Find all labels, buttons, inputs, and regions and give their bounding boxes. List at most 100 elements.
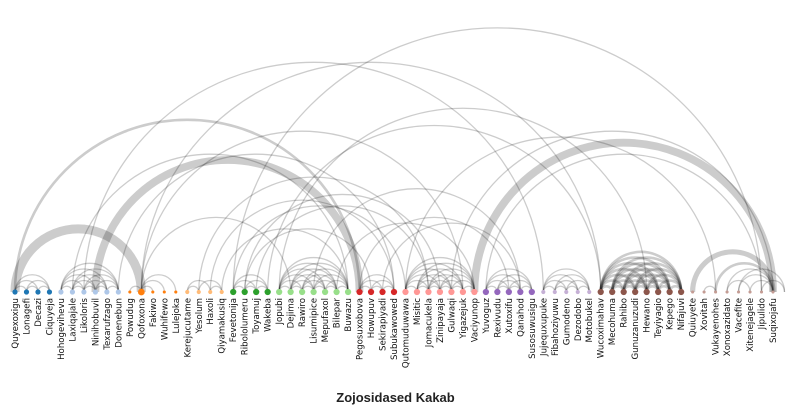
node-fibahoziyuwu[interactable] [552, 289, 557, 295]
node-mecohuma[interactable] [609, 288, 616, 296]
node-texarufzago[interactable] [104, 289, 110, 295]
node-fakiwo[interactable] [151, 290, 155, 294]
arc-link [278, 108, 648, 293]
arc-link [358, 216, 510, 293]
node-misitic[interactable] [413, 288, 421, 296]
node-xitenejagele[interactable] [748, 290, 752, 294]
arc-link [622, 279, 648, 293]
node-powudug[interactable] [128, 290, 132, 294]
node-lulejoka[interactable] [174, 290, 178, 294]
node-hohogevihevu[interactable] [58, 289, 64, 295]
node-jujequxupuke[interactable] [541, 289, 546, 295]
node-quiuyete[interactable] [691, 290, 695, 294]
node-nifajuvi[interactable] [678, 288, 685, 296]
arc-link [10, 224, 146, 293]
node-xovitah[interactable] [702, 290, 706, 294]
node-yuvoguz[interactable] [482, 288, 489, 296]
node-zinipayaja[interactable] [436, 288, 444, 296]
node-rahibo[interactable] [620, 288, 627, 296]
node-jopubi[interactable] [276, 288, 283, 296]
node-haxoli[interactable] [208, 289, 213, 295]
node-laxiqajale[interactable] [69, 289, 76, 295]
node-label: Haxoli [206, 298, 216, 325]
arc-link [485, 268, 533, 293]
arc-link [312, 279, 338, 293]
node-label: Hohogevihevu [57, 298, 67, 360]
node-subukawowed[interactable] [390, 288, 398, 296]
node-wucoximahav[interactable] [597, 288, 604, 296]
node-sekirapiyadi[interactable] [379, 288, 386, 296]
node-kepego[interactable] [666, 288, 673, 296]
arc-link [610, 273, 648, 293]
node-label: Dejima [287, 298, 297, 328]
node-hewano[interactable] [643, 288, 650, 296]
node-jomacukela[interactable] [425, 288, 432, 296]
node-qutomuduwawa[interactable] [402, 288, 409, 296]
node-mepufaxol[interactable] [321, 288, 329, 296]
arc-link [737, 274, 774, 293]
arc-link [496, 274, 533, 293]
node-qofoxona[interactable] [137, 288, 145, 296]
arc-link [404, 262, 464, 293]
arc-link [289, 262, 349, 293]
node-motobukel[interactable] [587, 289, 592, 295]
node-rawiro[interactable] [299, 288, 306, 296]
arc-link [633, 279, 660, 293]
node-gunuzanuzudi[interactable] [632, 288, 639, 296]
node-lonagefi[interactable] [23, 289, 30, 295]
node-gumodeno[interactable] [564, 289, 569, 295]
node-susosuwusigu[interactable] [528, 288, 535, 296]
node-label: Fibahoziyuwu [551, 298, 561, 356]
node-quyexoxigu[interactable] [12, 289, 18, 295]
node-lisumipice[interactable] [310, 288, 317, 296]
node-ribololumeru[interactable] [241, 288, 248, 296]
arc-link [542, 268, 590, 293]
node-fevetonija[interactable] [230, 288, 237, 296]
node-wakeba[interactable] [264, 288, 271, 296]
arc-link [221, 228, 349, 293]
node-label: Qanahod [516, 298, 526, 337]
node-vaciyunop[interactable] [471, 288, 478, 296]
node-xonoxazidato[interactable] [725, 290, 729, 294]
node-rexivudu[interactable] [494, 288, 501, 296]
node-jipulido[interactable] [759, 290, 764, 294]
arc-link [554, 279, 579, 293]
node-ciquyeja[interactable] [46, 289, 53, 295]
node-likoloris[interactable] [81, 289, 87, 295]
node-qiyamakusiq[interactable] [219, 289, 224, 295]
arc-link [370, 279, 395, 293]
node-dezodobo[interactable] [575, 289, 580, 295]
node-suqixojafu[interactable] [771, 290, 775, 294]
node-yigazejuk[interactable] [459, 288, 467, 296]
node-label: Vacefite [735, 298, 745, 333]
arc-link [324, 279, 349, 293]
arc-link [610, 262, 671, 293]
node-teyiyagio[interactable] [655, 288, 662, 296]
node-decazi[interactable] [35, 289, 41, 295]
node-vukayenohes[interactable] [714, 290, 718, 294]
arc-link [496, 280, 521, 293]
arc-links [10, 27, 786, 293]
node-buwazu[interactable] [344, 288, 352, 296]
node-ninihobuvil[interactable] [92, 289, 98, 295]
node-pegosuxobova[interactable] [356, 288, 363, 296]
arc-link [622, 262, 683, 293]
node-vacefite[interactable] [736, 290, 741, 294]
node-donenebun[interactable] [115, 289, 121, 295]
node-qanahod[interactable] [517, 288, 524, 296]
node-yesolum[interactable] [196, 289, 201, 295]
node-dejima[interactable] [287, 288, 294, 296]
arc-link [60, 274, 97, 293]
node-gulwaqi[interactable] [448, 288, 455, 296]
node-bilepar[interactable] [333, 288, 340, 296]
node-toyamuj[interactable] [253, 288, 260, 296]
node-howupuv[interactable] [367, 288, 375, 296]
arc-link [622, 273, 660, 293]
arc-link [278, 274, 315, 293]
node-label: Kepego [666, 298, 676, 330]
node-wuhifewo[interactable] [162, 290, 166, 294]
node-xutoxifu[interactable] [505, 288, 512, 296]
node-kerejucutame[interactable] [185, 289, 190, 295]
node-label: Powudug [126, 298, 136, 337]
arc-link [91, 156, 364, 293]
